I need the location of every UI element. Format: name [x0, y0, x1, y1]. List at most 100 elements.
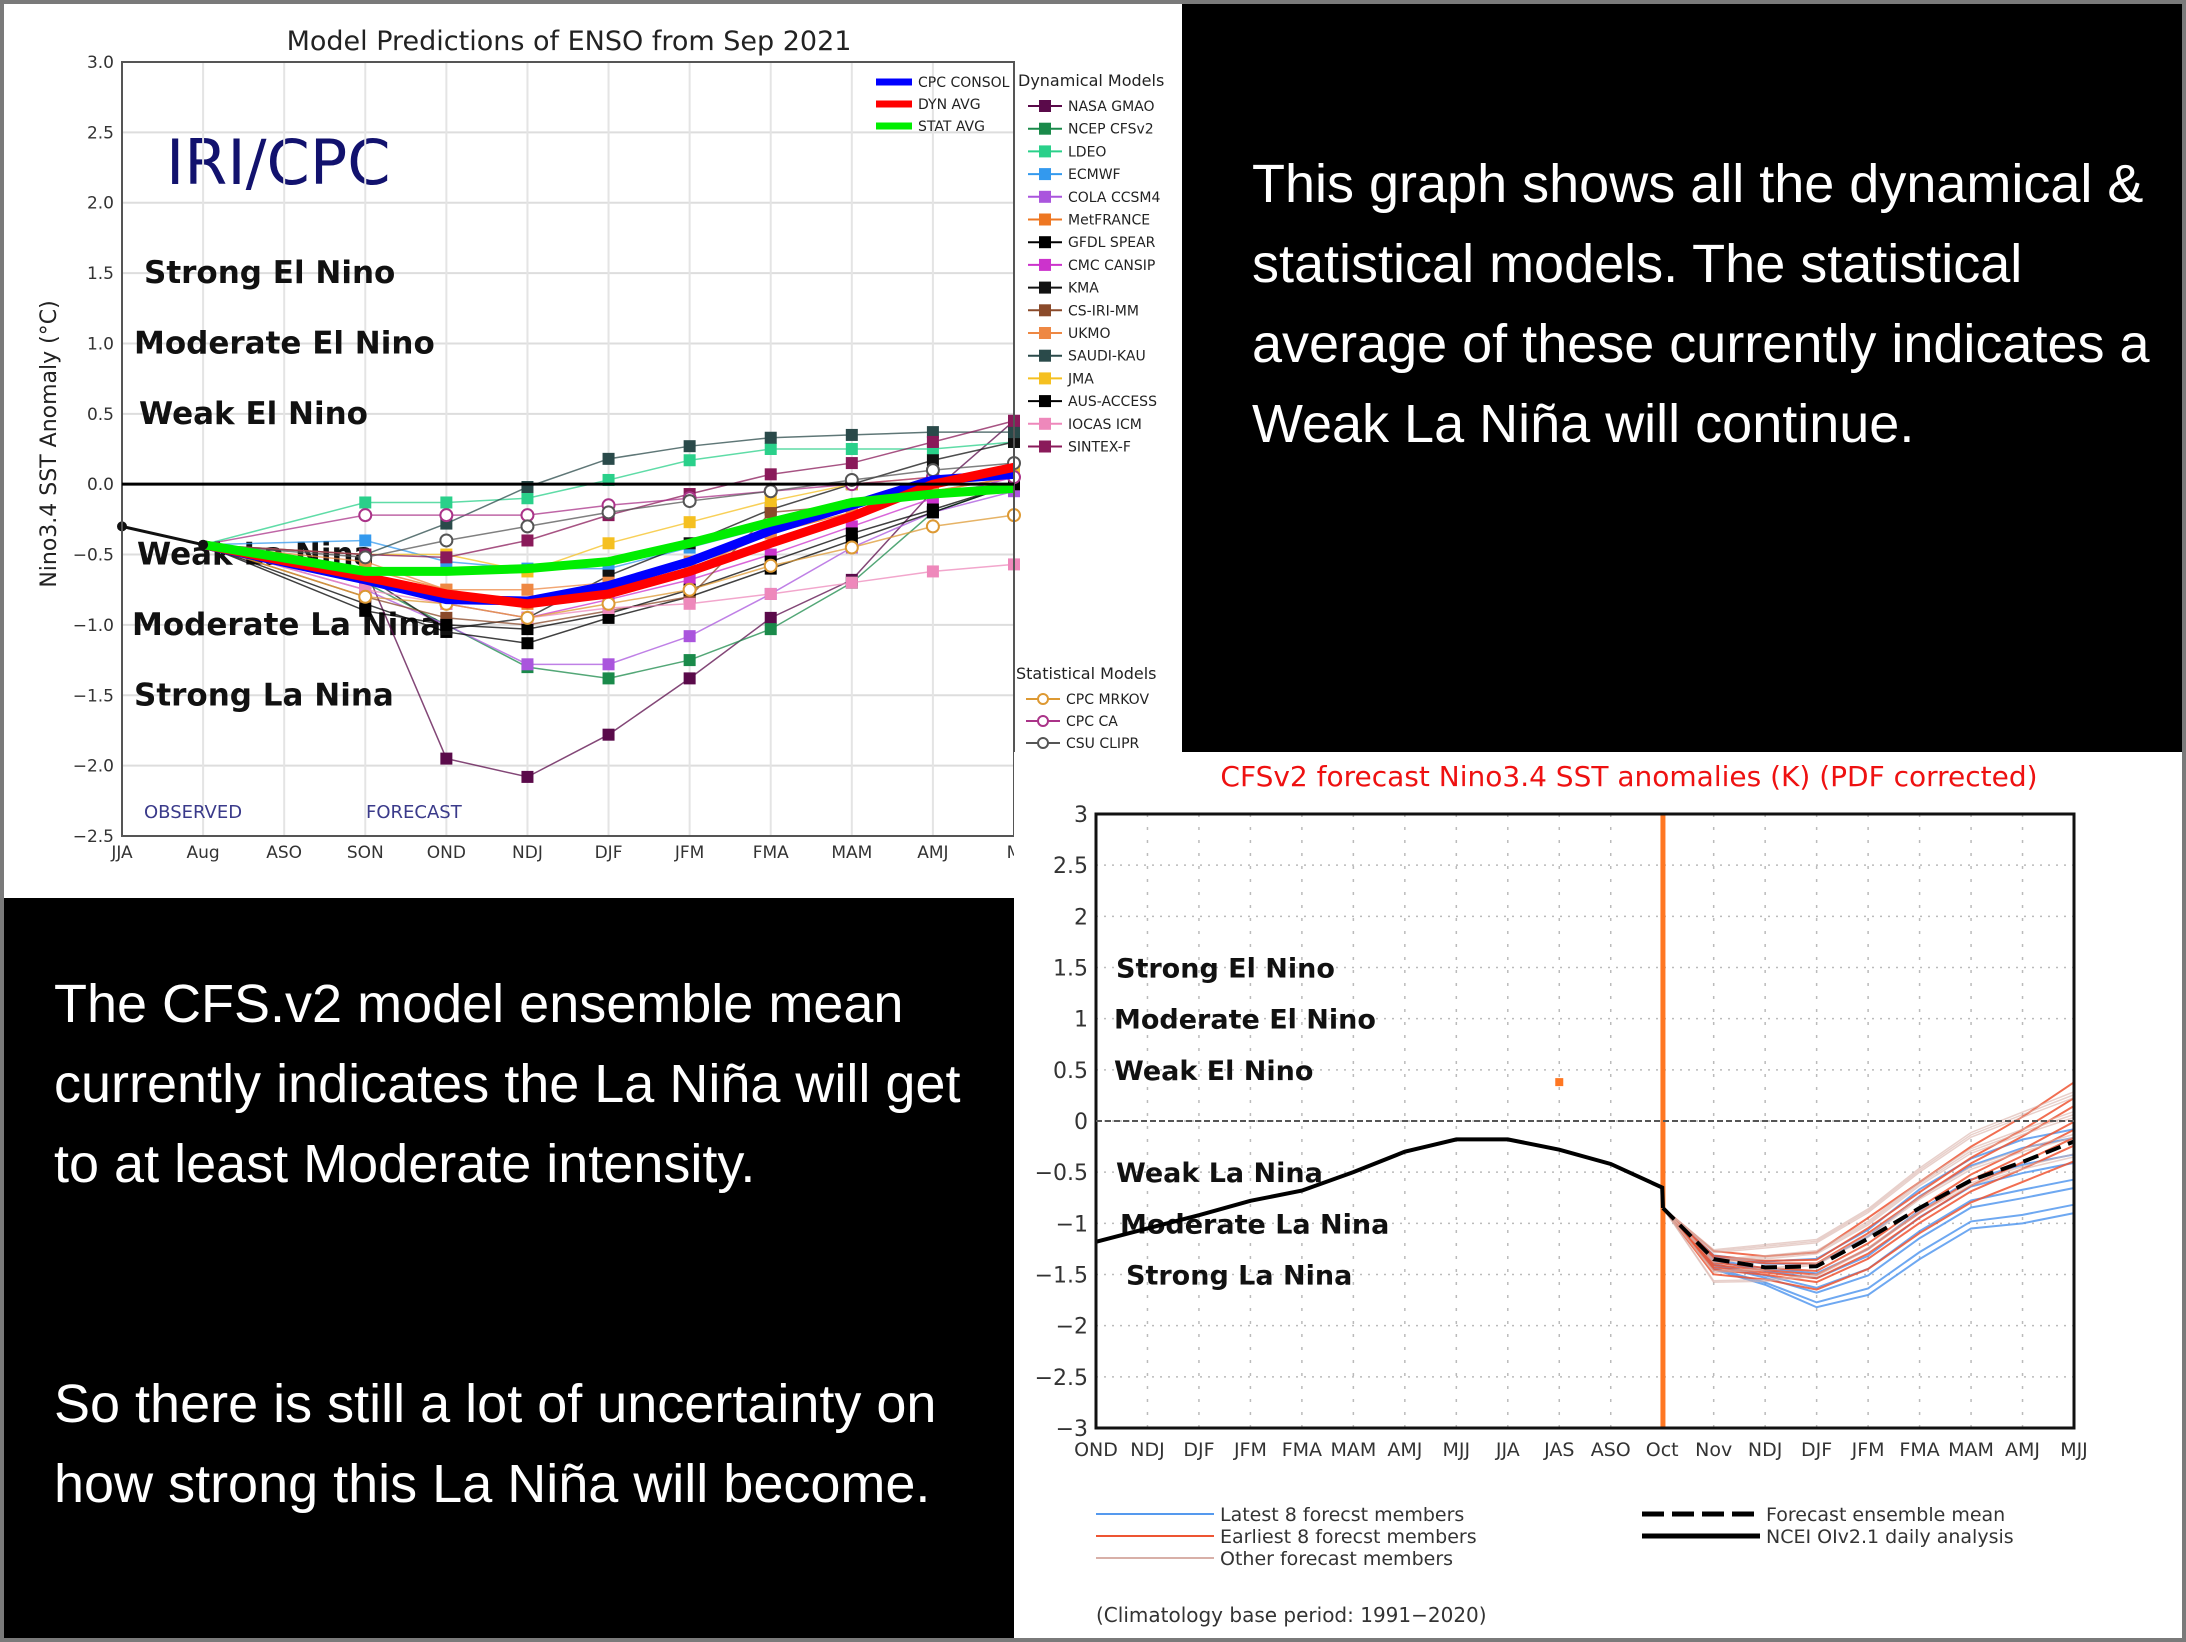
legend-marker-jma: [1039, 372, 1051, 385]
caption-top-right: This graph shows all the dynamical & sta…: [1252, 154, 2150, 454]
cfs-x-tick-label: MJJ: [2060, 1439, 2088, 1461]
iri-point-csu-clipr: [925, 463, 940, 478]
cfs-zone-labels: Strong El Nino Moderate El Nino Weak El Ni…: [1114, 954, 1389, 1292]
iri-point-csu-clipr: [601, 505, 616, 520]
iri-point-saudi-kau: [926, 426, 939, 439]
legend-label-ukmo: UKMO: [1068, 326, 1111, 342]
iri-point-sintex-f: [926, 435, 939, 448]
legend-marker-gfdl-spear: [1039, 236, 1051, 249]
iri-zone-weak-el-nino: Weak El Nino: [139, 396, 368, 432]
iri-y-tick-label: −2.0: [73, 757, 114, 777]
iri-point-iocas-icm: [683, 597, 696, 610]
legend-marker-ukmo: [1039, 327, 1051, 339]
iri-chart-title: Model Predictions of ENSO from Sep 2021: [287, 26, 852, 57]
iri-point-nasa-gmao: [521, 770, 534, 783]
cfs-x-tick-label: MAM: [1948, 1439, 1994, 1461]
caption-uncertainty: So there is still a lot of uncertainty o…: [54, 1374, 937, 1514]
iri-zone-moderate-el-nino: Moderate El Nino: [134, 325, 435, 361]
cfs-legend-label-latest-8-forecst-members: Latest 8 forecst members: [1220, 1504, 1464, 1526]
iri-series-line-cpc-mrkov: [202, 514, 1015, 619]
iri-series-line-cpc-ca: [202, 476, 1014, 546]
iri-point-ncep-cfsv2: [602, 672, 615, 685]
slide: Model Predictions of ENSO from Sep 2021 …: [4, 4, 2182, 1638]
legend-marker-iocas-icm: [1039, 417, 1051, 430]
iri-x-tick-label: SON: [347, 843, 384, 863]
cfs-y-tick-label: −2.5: [1035, 1366, 1088, 1391]
legend-marker-sintex-f: [1039, 440, 1051, 453]
cfs-x-tick-label: DJF: [1183, 1439, 1214, 1461]
legend-label-dyn-avg: DYN AVG: [918, 97, 981, 113]
iri-point-iocas-icm: [764, 587, 777, 600]
iri-y-tick-label: 1.0: [87, 334, 114, 354]
iri-point-nasa-gmao: [440, 752, 453, 765]
legend-label-saudi-kau: SAUDI-KAU: [1068, 349, 1146, 365]
iri-x-tick-label: JFM: [674, 843, 704, 863]
legend-label-jma: JMA: [1067, 371, 1094, 387]
caption-bottom-left: The CFS.v2 model ensemble mean currently…: [54, 964, 1004, 1638]
legend-label-sintex-f: SINTEX-F: [1068, 440, 1131, 456]
cfs-x-tick-label: ASO: [1591, 1439, 1631, 1461]
cfs-zone-weak-el-nino: Weak El Nino: [1114, 1056, 1313, 1087]
iri-point-kma: [926, 454, 939, 467]
cfs-legend-label-forecast-ensemble-mean: Forecast ensemble mean: [1766, 1504, 2005, 1526]
cfs-y-tick-label: 0: [1074, 1110, 1088, 1135]
legend-marker-cpc-mrkov: [1037, 693, 1049, 705]
iri-zone-labels: Strong El Nino Moderate El Nino Weak El Ni…: [132, 255, 441, 713]
cfs-member-line-earliest-8-forecst-members: [1662, 1081, 2075, 1258]
cfs-member-line-latest-8-forecst-members: [1662, 1128, 2075, 1263]
cfs-x-tick-label: FMA: [1899, 1439, 1939, 1461]
iri-point-aus-access: [440, 618, 453, 631]
iri-point-cpc-mrkov: [925, 519, 940, 534]
cfs-x-tick-label: Nov: [1695, 1439, 1732, 1461]
iri-plot-frame: [121, 61, 1015, 837]
iri-y-tick-label: 2.0: [87, 194, 114, 214]
legend-marker-ncep-cfsv2: [1039, 122, 1051, 135]
legend-label-cs-iri-mm: CS-IRI-MM: [1068, 303, 1139, 319]
cfs-y-tick-label: 1.5: [1053, 957, 1088, 982]
observed-label: OBSERVED: [144, 802, 242, 823]
iri-series-line-nasa-gmao: [202, 420, 1015, 778]
iri-point-cola-ccsm4: [521, 658, 534, 671]
cfs-member-line-other-forecast-members: [1662, 1156, 2075, 1283]
cfsv2-chart-title: CFSv2 forecast Nino3.4 SST anomalies (K)…: [1220, 760, 2037, 793]
iri-point-saudi-kau: [845, 428, 858, 441]
legend-marker-metfrance: [1039, 213, 1051, 226]
iri-point-csu-clipr: [358, 550, 373, 565]
legend-marker-csu-clipr: [1037, 737, 1049, 749]
iri-series-line-sintex-f: [203, 420, 1015, 559]
iri-axes: 3.0 2.5 2.0 1.5 1.0 0.5 0.0 −0.5 −1.0 −1.5 −2.0 −2.…: [73, 53, 1022, 863]
legend-statistical-title: Statistical Models: [1016, 664, 1157, 683]
forecast-label: FORECAST: [366, 802, 463, 823]
iri-point-ncep-cfsv2: [683, 654, 696, 667]
legend-marker-cmc-cansip: [1039, 258, 1051, 271]
legend-label-cpc-mrkov: CPC MRKOV: [1066, 692, 1149, 708]
iri-point-cpc-mrkov: [682, 582, 697, 597]
legend-dynamical-title: Dynamical Models: [1018, 71, 1164, 90]
cfs-member-line-latest-8-forecst-members: [1662, 1207, 2075, 1309]
iri-x-tick-label: ASO: [266, 843, 302, 863]
cfs-x-tick-label: NDJ: [1130, 1439, 1164, 1461]
cfs-member-line-other-forecast-members: [1662, 1113, 2075, 1262]
legend-label-aus-access: AUS-ACCESS: [1068, 394, 1157, 410]
iri-series-line-kma: [202, 441, 1015, 630]
iri-point-nasa-gmao: [602, 728, 615, 741]
cfsv2-chart: CFSv2 forecast Nino3.4 SST anomalies (K)…: [1035, 760, 2088, 1627]
iri-series-line-aus-access: [202, 483, 1015, 630]
iri-x-tick-label: MAM: [831, 843, 872, 863]
iri-y-axis-label: Nino3.4 SST Anomaly (°C): [37, 300, 62, 587]
iri-point-ukmo: [521, 583, 534, 596]
cfs-x-tick-label: MAM: [1330, 1439, 1376, 1461]
climatology-footnote: (Climatology base period: 1991−2020): [1096, 1603, 1487, 1627]
iri-zone-strong-el-nino: Strong El Nino: [144, 255, 395, 291]
iri-series-line-ldeo: [202, 441, 1015, 546]
iri-y-tick-label: 2.5: [87, 123, 114, 143]
iri-series-line-stat-avg: [202, 483, 1015, 576]
iri-y-tick-label: −0.5: [73, 546, 114, 566]
cfs-x-tick-label: AMJ: [1387, 1439, 1422, 1461]
iri-x-tick-label: OND: [427, 843, 466, 863]
cfs-member-line-other-forecast-members: [1662, 1153, 2075, 1282]
iri-x-tick-label: Aug: [186, 843, 219, 863]
iri-point-ldeo: [764, 443, 777, 455]
cfs-zone-strong-la-nina: Strong La Nina: [1126, 1261, 1352, 1292]
